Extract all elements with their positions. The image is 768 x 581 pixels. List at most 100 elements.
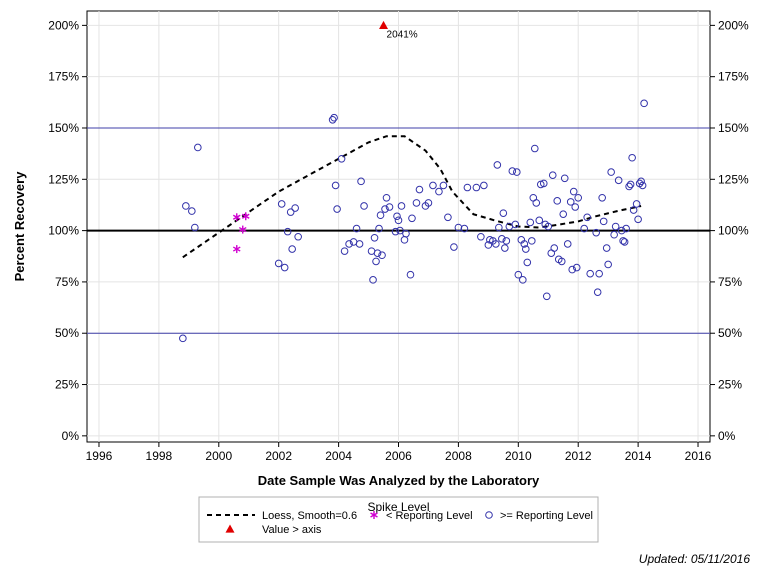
y-tick-label-right: 100% bbox=[718, 224, 749, 238]
legend: Spike Level Loess, Smooth=0.6 < Reporting… bbox=[198, 496, 599, 543]
x-tick-label: 2002 bbox=[265, 449, 292, 463]
data-point-circle bbox=[394, 216, 403, 225]
data-point-circle bbox=[495, 223, 503, 232]
data-point-circle bbox=[424, 199, 433, 207]
data-point-circle bbox=[352, 224, 361, 233]
data-point-circle bbox=[408, 214, 416, 223]
data-point-circle bbox=[527, 237, 536, 245]
data-point-circle bbox=[406, 270, 415, 279]
loess-series bbox=[182, 135, 642, 259]
data-point-circle bbox=[381, 205, 389, 213]
axes: 0% 0% 25% 25% 50% 50% 75% 75% 100% 100% 125% 125% 15… bbox=[48, 18, 749, 463]
data-point-circle bbox=[583, 213, 591, 222]
data-point-circle bbox=[429, 181, 437, 190]
data-point-circle bbox=[435, 187, 443, 196]
data-point-circle bbox=[373, 249, 382, 257]
data-point-circle bbox=[294, 232, 302, 241]
data-point-circle bbox=[191, 223, 199, 232]
y-tick-label-left: 200% bbox=[48, 18, 79, 32]
data-point-circle bbox=[391, 227, 400, 236]
data-point-circle bbox=[625, 182, 633, 191]
data-point-circle bbox=[580, 224, 589, 233]
data-point-circle bbox=[396, 226, 404, 235]
data-point-circle bbox=[526, 218, 535, 227]
legend-item: >= Reporting Level bbox=[485, 510, 593, 522]
data-point-circle bbox=[520, 240, 529, 248]
data-point-asterisk bbox=[232, 213, 241, 222]
y-tick-label-right: 125% bbox=[718, 172, 749, 186]
data-point-asterisk bbox=[232, 245, 241, 254]
data-point-circle bbox=[572, 263, 581, 272]
data-point-circle bbox=[472, 183, 481, 192]
data-point-circle bbox=[385, 203, 394, 211]
legend-item: Value > axis bbox=[225, 524, 322, 536]
data-point-circle bbox=[553, 197, 562, 205]
y-tick-label-right: 150% bbox=[718, 121, 749, 135]
data-point-circle bbox=[610, 230, 618, 239]
data-point-circle bbox=[563, 240, 572, 248]
loess-line bbox=[182, 135, 642, 259]
data-point-circle bbox=[439, 181, 448, 190]
data-point-triangle bbox=[379, 20, 389, 29]
data-point-circle bbox=[499, 209, 508, 217]
data-point-circle bbox=[283, 227, 292, 236]
data-point-circle bbox=[415, 185, 424, 194]
data-point-circle bbox=[378, 251, 386, 260]
data-point-circle bbox=[188, 207, 196, 215]
data-point-circle bbox=[179, 334, 187, 343]
data-point-circle bbox=[523, 258, 532, 267]
data-point-circle bbox=[372, 257, 380, 266]
data-point-circle bbox=[628, 153, 636, 162]
data-point-circle bbox=[566, 198, 575, 206]
data-point-circle bbox=[607, 168, 615, 176]
data-point-circle bbox=[508, 167, 517, 175]
y-tick-label-right: 200% bbox=[718, 18, 749, 32]
data-point-circle bbox=[622, 224, 630, 233]
data-point-circle bbox=[463, 183, 472, 192]
y-tick-label-left: 175% bbox=[48, 70, 79, 84]
data-point-circle bbox=[291, 204, 299, 212]
legend-circle-swatch bbox=[485, 511, 493, 519]
data-point-circle bbox=[340, 247, 349, 255]
data-point-circle bbox=[501, 244, 509, 252]
data-point-circle bbox=[357, 177, 365, 186]
data-point-circle bbox=[530, 144, 539, 153]
data-point-circle bbox=[274, 259, 283, 268]
data-point-circle bbox=[535, 216, 544, 225]
x-tick-label: 2008 bbox=[445, 449, 472, 463]
data-point-circle bbox=[542, 292, 551, 301]
data-point-circle bbox=[593, 288, 602, 296]
data-point-circle bbox=[375, 224, 383, 233]
data-point-circle bbox=[632, 200, 641, 208]
data-point-circle bbox=[569, 187, 578, 196]
y-tick-label-left: 75% bbox=[55, 275, 79, 289]
data-point-circle bbox=[277, 200, 286, 208]
y-tick-label-right: 0% bbox=[718, 429, 736, 443]
data-point-circle bbox=[480, 181, 488, 190]
legend-label: < Reporting Level bbox=[386, 510, 473, 522]
data-point-circle bbox=[412, 199, 421, 207]
legend-box bbox=[198, 496, 599, 543]
data-point-circle bbox=[328, 115, 337, 124]
data-point-circle bbox=[611, 222, 620, 231]
legend-triangle-swatch bbox=[225, 524, 235, 533]
y-tick-label-right: 175% bbox=[718, 70, 749, 84]
y-tick-label-left: 50% bbox=[55, 326, 79, 340]
data-point-circle bbox=[550, 244, 559, 252]
x-tick-label: 2012 bbox=[565, 449, 592, 463]
data-point-circle bbox=[617, 226, 626, 235]
y-axis-title: Percent Recovery bbox=[12, 171, 27, 282]
data-point-asterisk bbox=[238, 225, 247, 234]
data-point-circle bbox=[376, 211, 385, 220]
data-point-circle bbox=[182, 202, 190, 210]
data-point-circle bbox=[444, 213, 452, 222]
data-point-circle bbox=[599, 217, 608, 226]
x-tick-label: 1996 bbox=[86, 449, 113, 463]
x-tick-label: 2000 bbox=[205, 449, 232, 463]
data-point-circle bbox=[539, 179, 548, 188]
legend-label: >= Reporting Level bbox=[500, 510, 593, 522]
data-point-circle bbox=[502, 237, 511, 245]
data-point-circle bbox=[626, 180, 635, 189]
data-point-circle bbox=[477, 232, 485, 241]
